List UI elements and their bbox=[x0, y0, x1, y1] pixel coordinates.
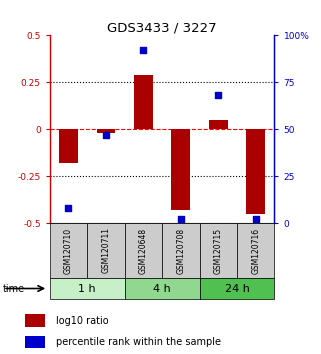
Text: 4 h: 4 h bbox=[153, 284, 171, 293]
Title: GDS3433 / 3227: GDS3433 / 3227 bbox=[107, 21, 217, 34]
Bar bbox=[200, 223, 237, 278]
Point bbox=[66, 205, 71, 211]
Text: GSM120648: GSM120648 bbox=[139, 227, 148, 274]
Text: GSM120711: GSM120711 bbox=[101, 228, 110, 273]
Bar bbox=[87, 223, 125, 278]
Point bbox=[216, 93, 221, 98]
Bar bbox=[171, 129, 190, 210]
Bar bbox=[50, 223, 87, 278]
Text: GSM120708: GSM120708 bbox=[176, 227, 185, 274]
Bar bbox=[125, 278, 200, 299]
Text: GSM120716: GSM120716 bbox=[251, 227, 260, 274]
Text: GSM120715: GSM120715 bbox=[214, 227, 223, 274]
Text: GSM120710: GSM120710 bbox=[64, 227, 73, 274]
Bar bbox=[25, 314, 45, 327]
Point bbox=[103, 132, 108, 138]
Bar bbox=[237, 223, 274, 278]
Bar bbox=[25, 336, 45, 348]
Bar bbox=[200, 278, 274, 299]
Point bbox=[141, 47, 146, 53]
Bar bbox=[247, 129, 265, 214]
Text: log10 ratio: log10 ratio bbox=[56, 316, 109, 326]
Bar bbox=[50, 278, 125, 299]
Bar bbox=[125, 223, 162, 278]
Bar bbox=[97, 129, 115, 133]
Text: 1 h: 1 h bbox=[78, 284, 96, 293]
Text: percentile rank within the sample: percentile rank within the sample bbox=[56, 337, 221, 347]
Bar bbox=[59, 129, 78, 163]
Text: time: time bbox=[3, 284, 25, 294]
Bar bbox=[134, 75, 153, 129]
Bar bbox=[162, 223, 200, 278]
Text: 24 h: 24 h bbox=[225, 284, 249, 293]
Point bbox=[253, 216, 258, 222]
Point bbox=[178, 216, 183, 222]
Bar bbox=[209, 120, 228, 129]
